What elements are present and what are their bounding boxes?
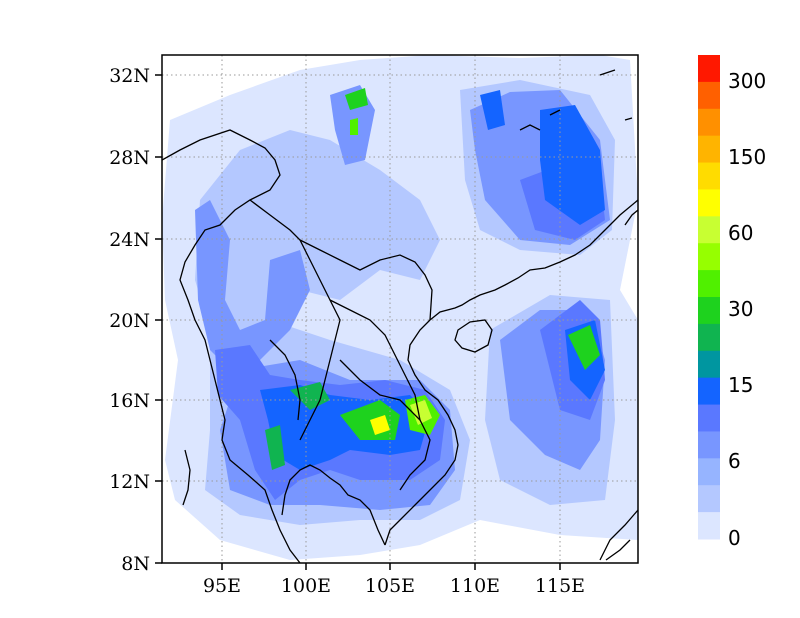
colorbar-label: 150 bbox=[728, 145, 766, 169]
colorbar-swatch bbox=[698, 512, 720, 540]
precipitation-field bbox=[162, 55, 638, 560]
colorbar-swatch bbox=[698, 297, 720, 325]
hainan-island bbox=[454, 319, 493, 353]
colorbar-label: 15 bbox=[728, 373, 753, 397]
longitude-labels: 95E 100E 105E 110E 115E bbox=[203, 575, 585, 597]
field-level-4d bbox=[480, 90, 505, 130]
colorbar-swatch bbox=[698, 458, 720, 486]
taiwan-coast bbox=[624, 209, 638, 226]
border-5 bbox=[269, 339, 301, 421]
lon-label: 100E bbox=[281, 575, 331, 597]
lat-label: 24N bbox=[109, 229, 150, 251]
field-level-2 bbox=[195, 200, 310, 370]
field-level-5 bbox=[290, 382, 330, 410]
border-1 bbox=[249, 199, 341, 441]
lon-label: 115E bbox=[535, 575, 585, 597]
field-level-6c bbox=[350, 118, 358, 135]
borneo-tip bbox=[605, 539, 631, 561]
field-level-6b bbox=[370, 415, 390, 435]
border-3 bbox=[329, 299, 421, 421]
map-frame bbox=[161, 54, 639, 564]
grid-lines bbox=[162, 55, 638, 563]
axis-ticks bbox=[155, 74, 561, 570]
andaman-islands bbox=[182, 449, 191, 506]
colorbar-swatch bbox=[698, 189, 720, 217]
gulf-thailand-coast bbox=[281, 464, 386, 546]
philippines-coast bbox=[599, 509, 638, 561]
colorbar-swatch bbox=[698, 55, 720, 83]
lat-label: 12N bbox=[109, 471, 150, 493]
colorbar-swatch bbox=[698, 270, 720, 298]
colorbar-label: 6 bbox=[728, 449, 741, 473]
lat-label: 28N bbox=[109, 147, 150, 169]
colorbar-swatch bbox=[698, 377, 720, 406]
colorbar-swatch bbox=[698, 108, 720, 137]
field-level-5d bbox=[568, 325, 600, 370]
colorbar-label: 60 bbox=[728, 221, 753, 245]
lon-label: 105E bbox=[365, 575, 415, 597]
colorbar-swatch bbox=[698, 216, 720, 244]
china-coast bbox=[429, 199, 638, 321]
colorbar-label: 0 bbox=[728, 526, 741, 550]
colorbar-swatch bbox=[698, 350, 720, 379]
lon-label: 110E bbox=[450, 575, 500, 597]
colorbar-swatch bbox=[698, 404, 720, 432]
lat-label: 8N bbox=[121, 553, 150, 575]
colorbar-swatch bbox=[698, 485, 720, 513]
border-4 bbox=[339, 359, 431, 491]
border-2 bbox=[299, 239, 433, 321]
colorbar-swatch bbox=[698, 135, 720, 164]
colorbar bbox=[698, 55, 720, 540]
field-level-5e bbox=[265, 425, 285, 470]
colorbar-swatch bbox=[698, 81, 720, 110]
lon-label: 95E bbox=[203, 575, 241, 597]
field-level-4b bbox=[540, 105, 605, 225]
field-level-1 bbox=[195, 130, 440, 350]
colorbar-swatch bbox=[698, 243, 720, 271]
colorbar-labels: 300 150 60 30 15 6 0 bbox=[728, 69, 766, 550]
lat-label: 16N bbox=[109, 390, 150, 412]
colorbar-swatch bbox=[698, 162, 720, 190]
field-level-5f bbox=[345, 88, 368, 110]
coastlines bbox=[162, 69, 638, 563]
mainland-coast bbox=[162, 129, 301, 563]
colorbar-label: 300 bbox=[728, 69, 766, 93]
lat-label: 32N bbox=[109, 65, 150, 87]
vietnam-coast bbox=[384, 319, 459, 546]
islands-east bbox=[519, 69, 633, 131]
colorbar-label: 30 bbox=[728, 297, 753, 321]
colorbar-swatch bbox=[698, 431, 720, 459]
latitude-labels: 32N 28N 24N 20N 16N 12N 8N bbox=[109, 65, 150, 575]
field-level-6 bbox=[410, 400, 432, 425]
lat-label: 20N bbox=[109, 310, 150, 332]
colorbar-swatch bbox=[698, 323, 720, 352]
